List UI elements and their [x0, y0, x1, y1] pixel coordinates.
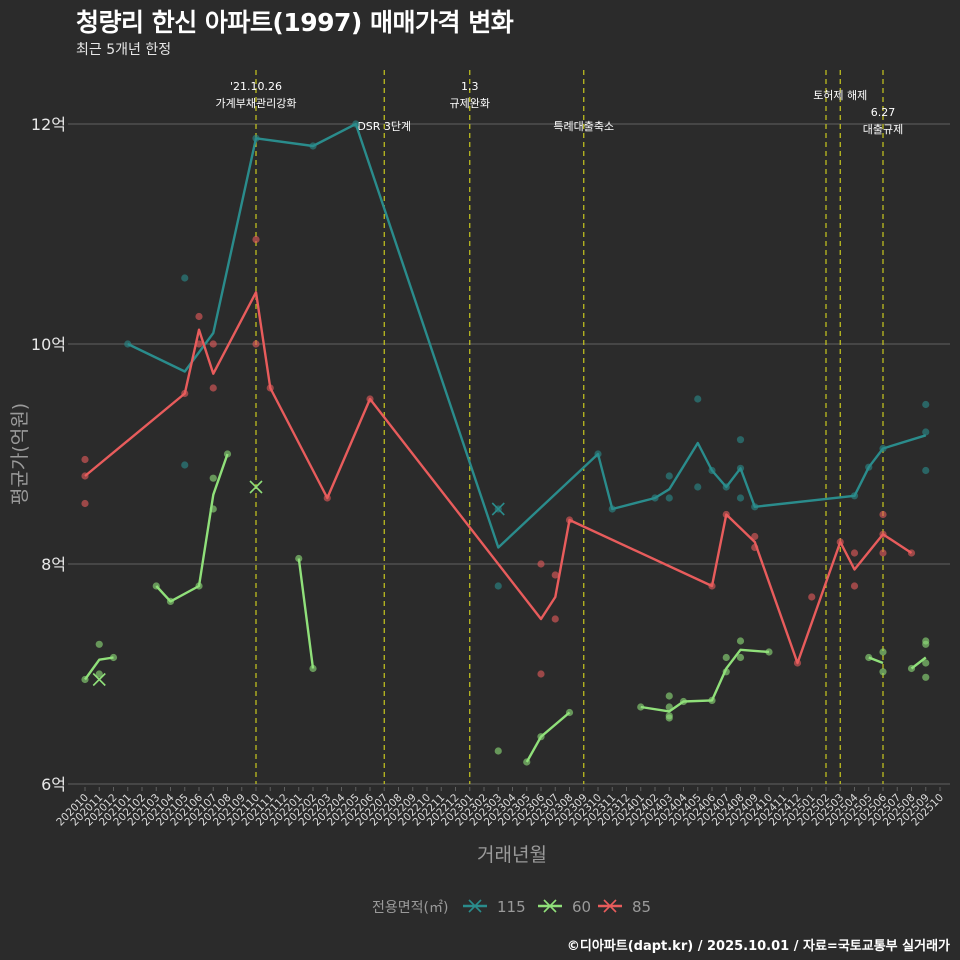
series-60-point — [722, 653, 730, 662]
series-60-point — [494, 747, 502, 755]
series-115-point — [181, 461, 189, 469]
page-subtitle: 최근 5개년 한정 — [76, 42, 172, 58]
event-label: 1.3 — [461, 80, 479, 93]
legend-label-85: 85 — [632, 898, 651, 916]
series-60-point — [665, 714, 673, 722]
series-60-point — [922, 659, 930, 667]
series-85-point — [879, 549, 887, 557]
series-115-point — [922, 400, 930, 409]
series-60-point — [922, 640, 930, 648]
credit-text: ©디아파트(dapt.kr) / 2025.10.01 / 자료=국토교통부 실… — [566, 939, 950, 954]
series-85-point — [537, 560, 545, 568]
series-85-point — [551, 571, 559, 579]
series-115-line — [127, 122, 927, 549]
event-label: 토허제 해제 — [813, 88, 867, 102]
x-axis-title: 거래년월 — [477, 844, 547, 866]
series-115-point — [665, 472, 673, 480]
series-85-point — [81, 499, 89, 508]
grid-layer — [72, 123, 950, 785]
series-85-point — [252, 235, 260, 244]
event-label: 대출규제 — [863, 123, 903, 136]
series-60-cross — [249, 480, 263, 494]
series-85-point — [879, 510, 887, 519]
series-115-point — [736, 494, 745, 502]
series-60-point — [736, 637, 745, 645]
series-85-point — [850, 549, 859, 557]
series-85-point — [252, 340, 260, 348]
series-115-point — [922, 466, 930, 475]
series-layer — [81, 120, 930, 766]
event-label: DSR 3단계 — [357, 120, 411, 133]
series-60-point — [922, 673, 930, 681]
series-60-point — [95, 670, 103, 678]
series-115-point — [494, 582, 502, 590]
series-85-point — [209, 340, 217, 348]
series-60-cross — [92, 672, 106, 687]
series-85-line — [84, 291, 913, 665]
series-85-point — [537, 670, 545, 678]
series-60-point — [665, 692, 673, 700]
series-60-point — [209, 474, 217, 482]
legend-title: 전용면적(㎡) — [372, 900, 448, 916]
series-115-cross — [491, 502, 505, 516]
y-axis-title: 평균가(억원) — [9, 403, 31, 505]
y-tick-label: 6억 — [41, 775, 66, 794]
series-60-point — [736, 653, 745, 662]
series-60-point — [95, 640, 103, 648]
series-60-point — [879, 648, 887, 656]
y-tick-label: 8억 — [41, 555, 66, 574]
legend-swatch-cross-60 — [543, 899, 557, 913]
series-85-point — [850, 582, 859, 590]
series-60-point — [637, 703, 645, 711]
series-115-point — [665, 494, 673, 502]
series-60-point — [879, 668, 887, 676]
series-115-point — [922, 428, 930, 436]
series-85-point — [209, 384, 217, 392]
legend-swatch-cross-115 — [468, 899, 482, 913]
y-tick-label: 12억 — [31, 115, 66, 134]
series-115-point — [181, 274, 189, 282]
event-label: 특례대출축소 — [553, 120, 614, 133]
y-tick-label: 10억 — [31, 335, 66, 354]
series-85-point — [551, 615, 559, 623]
page-title: 청량리 한신 아파트(1997) 매매가격 변화 — [76, 8, 514, 37]
axis-layer: 6억8억10억12억202010202011202012202101202102… — [31, 115, 946, 828]
series-60-line — [84, 453, 927, 763]
series-85-point — [751, 532, 759, 541]
legend-label-115: 115 — [497, 898, 526, 916]
series-115-point — [694, 483, 702, 491]
event-label: 6.27 — [871, 106, 896, 119]
event-label: 규제완화 — [450, 97, 490, 110]
legend-label-60: 60 — [572, 898, 591, 916]
legend: 전용면적(㎡) 115 60 85 — [372, 898, 651, 916]
legend-swatch-cross-85 — [603, 899, 617, 913]
series-115-point — [694, 395, 702, 403]
series-85-point — [195, 312, 203, 321]
series-115-point — [736, 436, 745, 444]
series-60-point — [295, 554, 303, 563]
event-label: 가계부채관리강화 — [216, 97, 297, 110]
series-85-point — [808, 593, 816, 601]
series-85-point — [81, 455, 89, 464]
event-label: '21.10.26 — [230, 80, 282, 93]
